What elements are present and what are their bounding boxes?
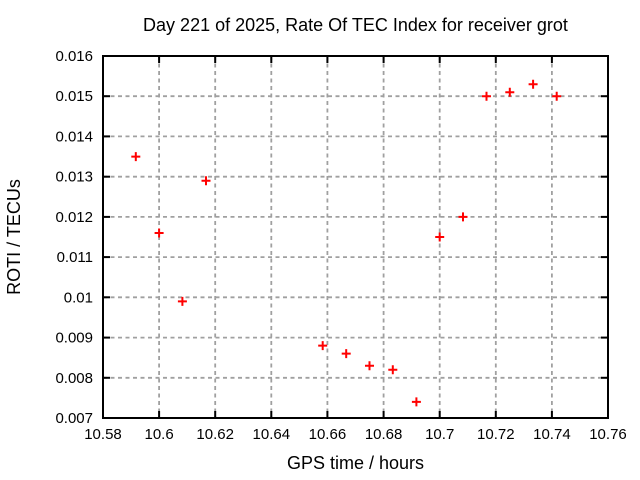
y-tick-label: 0.015 (55, 88, 93, 105)
data-point-marker (154, 228, 164, 238)
data-point-marker (131, 152, 141, 162)
x-tick-label: 10.66 (309, 426, 347, 443)
data-point-marker (318, 341, 328, 351)
x-tick-label: 10.76 (589, 426, 627, 443)
y-tick-label: 0.011 (57, 249, 93, 266)
x-tick-label: 10.7 (425, 426, 454, 443)
data-point-marker (201, 176, 211, 186)
y-tick-label: 0.009 (55, 330, 93, 347)
y-tick-label: 0.016 (55, 48, 93, 65)
data-point-marker (341, 349, 351, 359)
x-tick-label: 10.68 (365, 426, 403, 443)
y-tick-label: 0.007 (55, 410, 93, 427)
x-tick-label: 10.74 (533, 426, 571, 443)
chart-title: Day 221 of 2025, Rate Of TEC Index for r… (143, 15, 568, 35)
x-tick-label: 10.72 (477, 426, 515, 443)
x-tick-label: 10.62 (196, 426, 234, 443)
data-point-marker (482, 91, 491, 101)
data-point-marker (528, 79, 538, 89)
x-tick-label: 10.64 (253, 426, 291, 443)
y-tick-label: 0.013 (55, 169, 93, 186)
x-tick-label: 10.6 (144, 426, 173, 443)
x-axis-label: GPS time / hours (286, 453, 425, 473)
y-tick-label: 0.012 (55, 209, 93, 226)
data-point-marker (552, 91, 562, 101)
data-point-marker (177, 296, 187, 306)
data-point-marker (458, 212, 468, 222)
data-point-marker (411, 397, 421, 407)
data-point-marker (505, 87, 515, 97)
data-point-marker (388, 365, 398, 375)
y-tick-label: 0.008 (55, 370, 93, 387)
plot-frame (102, 55, 609, 419)
data-point-marker (365, 361, 374, 371)
y-tick-label: 0.01 (64, 289, 93, 306)
y-tick-label: 0.014 (55, 128, 93, 145)
data-point-marker (435, 232, 445, 242)
x-tick-label: 10.58 (84, 426, 122, 443)
